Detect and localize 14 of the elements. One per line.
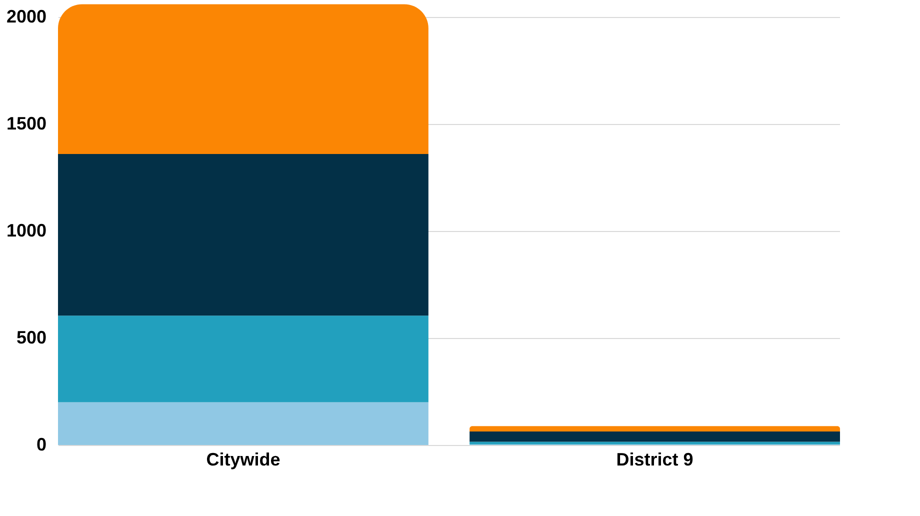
- bar: [470, 432, 840, 442]
- bar: [470, 426, 840, 432]
- y-tick-label: 0: [36, 434, 46, 454]
- y-tick-label: 2000: [6, 6, 46, 27]
- y-tick-label: 1500: [6, 114, 46, 134]
- y-tick-label: 1000: [6, 220, 46, 241]
- bar: [58, 316, 428, 402]
- x-tick-label: Citywide: [206, 450, 280, 470]
- bar: [58, 4, 428, 154]
- x-tick-label: District 9: [616, 450, 694, 470]
- y-tick-label: 500: [16, 328, 46, 348]
- bar: [470, 442, 840, 444]
- bar: [58, 402, 428, 445]
- bar: [58, 154, 428, 316]
